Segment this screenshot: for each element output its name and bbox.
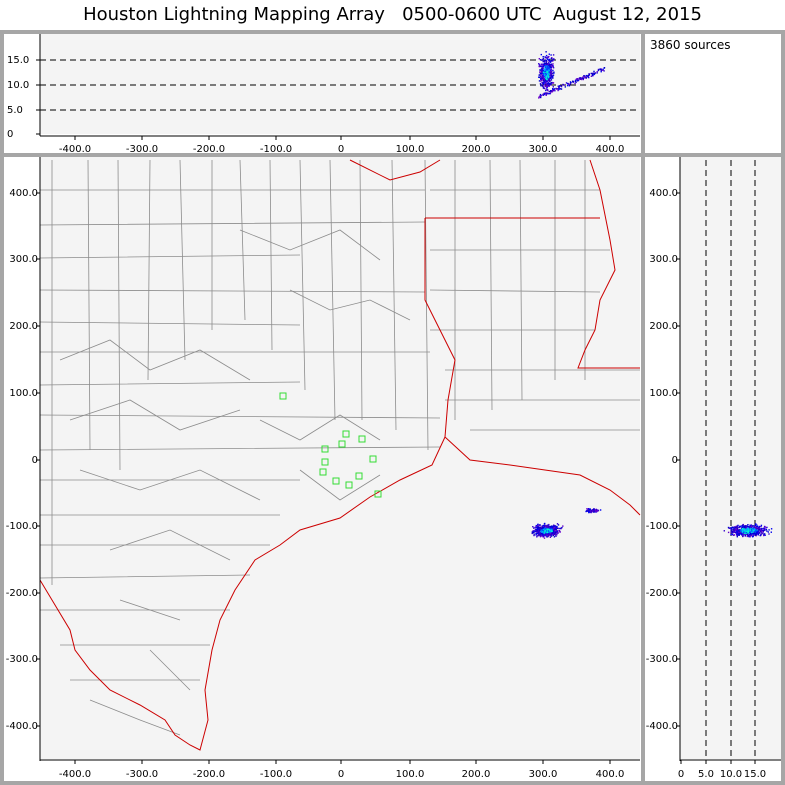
plot-title: Houston Lightning Mapping Array 0500-060… [83,4,702,25]
side-y-tick: 400.0 [649,188,678,199]
plan-view-map: -400.0 -300.0 -200.0 -100.0 0 100.0 200.0 300.0… [6,157,641,780]
map-y-tick: 400.0 [9,188,38,199]
side-x-tick: 0 [678,769,684,780]
map-x-tick: -400.0 [59,769,91,780]
lma-stations [279,392,382,498]
top-x-tick: 100.0 [396,144,425,155]
map-x-tick: 400.0 [596,769,625,780]
map-y-tick: 200.0 [9,321,38,332]
top-y-tick: 15.0 [7,55,29,66]
top-x-tick: 400.0 [596,144,625,155]
side-x-tick: 15.0 [744,769,766,780]
top-y-tick: 0 [7,129,13,140]
altitude-y-sources [723,523,773,538]
top-x-tick: 0 [338,144,344,155]
state-boundaries [39,159,641,751]
side-y-tick: 200.0 [649,321,678,332]
top-x-tick: 300.0 [529,144,558,155]
map-x-tick: -200.0 [193,769,225,780]
map-x-tick: 0 [338,769,344,780]
map-x-tick: -100.0 [260,769,292,780]
map-x-tick: 300.0 [529,769,558,780]
plan-view-sources [531,508,602,539]
altitude-x-plot: 15.0 10.0 5.0 0 -400.0 -300.0 -200.0 -100.0… [7,34,640,155]
top-x-tick: -100.0 [260,144,292,155]
side-x-tick: 10.0 [720,769,742,780]
altitude-x-sources [538,51,606,99]
top-x-tick: -400.0 [59,144,91,155]
altitude-y-plot: 400.0 300.0 200.0 100.0 0 -100.0 -200.0 -300.0 -… [646,157,781,780]
side-y-tick: -300.0 [646,654,678,665]
map-y-tick: 0 [32,455,38,466]
side-x-tick: 5.0 [698,769,714,780]
top-y-tick: 10.0 [7,80,29,91]
county-boundaries [39,159,640,736]
side-y-tick: 100.0 [649,388,678,399]
side-y-tick: 300.0 [649,254,678,265]
top-x-tick: -200.0 [193,144,225,155]
map-y-tick: -200.0 [6,588,38,599]
map-y-tick: -100.0 [6,521,38,532]
map-y-tick: 300.0 [9,254,38,265]
map-y-tick: -400.0 [6,721,38,732]
side-y-tick: -200.0 [646,588,678,599]
top-x-tick: -300.0 [126,144,158,155]
map-x-tick: 100.0 [396,769,425,780]
map-x-tick: -300.0 [126,769,158,780]
side-y-tick: -400.0 [646,721,678,732]
side-y-tick: 0 [672,455,678,466]
side-y-tick: -100.0 [646,521,678,532]
map-y-tick: 100.0 [9,388,38,399]
source-count-label: 3860 sources [650,38,731,52]
top-y-tick: 5.0 [7,105,23,116]
map-y-tick: -300.0 [6,654,38,665]
top-x-tick: 200.0 [462,144,491,155]
map-x-tick: 200.0 [462,769,491,780]
